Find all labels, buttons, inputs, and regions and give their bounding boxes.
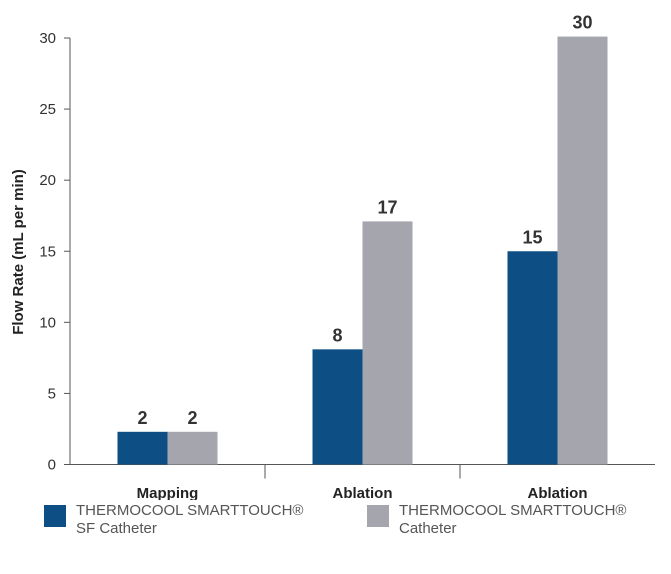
bar (557, 36, 608, 465)
bar (117, 431, 168, 465)
y-tick-label: 0 (48, 457, 56, 474)
bars (117, 36, 608, 465)
legend-label-line-1: THERMOCOOL SMARTTOUCH® (399, 502, 627, 519)
bar-value-label: 30 (572, 13, 592, 33)
data-labels: 2 2 8 17 15 30 (137, 13, 592, 428)
legend-label-line-2: SF Catheter (76, 520, 157, 537)
legend-swatch-catheter (367, 505, 389, 527)
y-tick-label: 10 (39, 314, 56, 331)
x-category-label: Ablation (333, 485, 393, 500)
legend-item-sf-catheter: THERMOCOOL SMARTTOUCH® SF Catheter (44, 502, 303, 538)
bar-value-label: 15 (522, 227, 542, 247)
y-axis: 0 5 10 15 20 25 30 (39, 30, 71, 474)
y-tick-label: 30 (39, 30, 56, 47)
bar (167, 431, 218, 465)
bar (362, 221, 413, 465)
legend-label-line-1: THERMOCOOL SMARTTOUCH® (76, 502, 304, 519)
bar (312, 349, 363, 465)
y-tick-label: 20 (39, 172, 56, 189)
y-axis-label: Flow Rate (mL per min) (10, 169, 27, 335)
legend-item-catheter: THERMOCOOL SMARTTOUCH® Catheter (367, 502, 626, 538)
x-category-label: Mapping (137, 485, 199, 500)
bar (507, 251, 558, 465)
bar-value-label: 2 (187, 408, 197, 428)
legend-swatch-sf-catheter (44, 505, 66, 527)
y-tick-label: 5 (48, 385, 56, 402)
legend-label-line-2: Catheter (399, 520, 457, 537)
bar-value-label: 17 (377, 197, 397, 217)
y-tick-label: 15 (39, 243, 56, 260)
y-tick-label: 25 (39, 101, 56, 118)
bar-value-label: 2 (137, 408, 147, 428)
bar-value-label: 8 (332, 325, 342, 345)
x-category-label: Ablation (528, 485, 588, 500)
